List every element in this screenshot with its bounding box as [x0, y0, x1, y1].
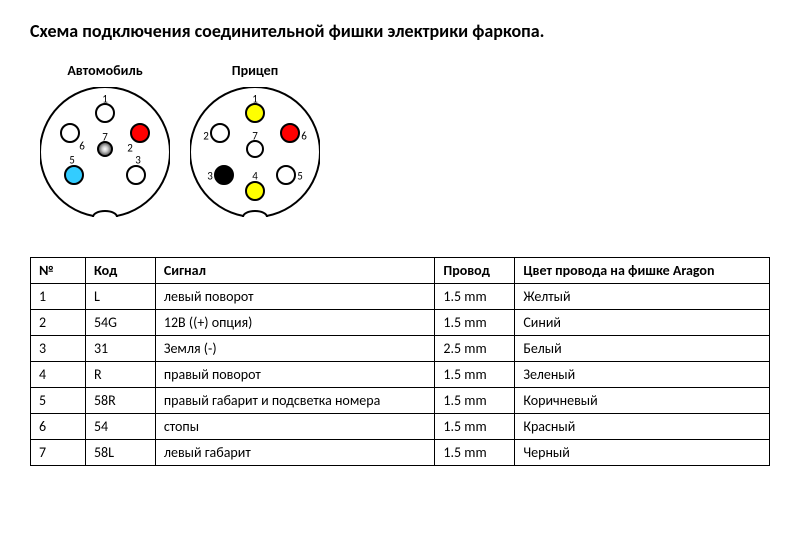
svg-text:2: 2 — [127, 142, 133, 155]
th-signal: Сигнал — [155, 258, 435, 284]
table-cell: Черный — [515, 440, 770, 466]
table-cell: 1.5 mm — [435, 362, 515, 388]
table-cell: 54 — [85, 414, 155, 440]
table-cell: левый поворот — [155, 284, 435, 310]
table-cell: 1.5 mm — [435, 440, 515, 466]
table-cell: 1.5 mm — [435, 388, 515, 414]
svg-text:7: 7 — [252, 130, 258, 143]
table-row: 558Rправый габарит и подсветка номера1.5… — [31, 388, 770, 414]
table-cell: 1.5 mm — [435, 414, 515, 440]
table-cell: 7 — [31, 440, 86, 466]
connector-trailer-svg: 1 2 6 3 5 4 7 — [190, 87, 320, 222]
table-cell: Белый — [515, 336, 770, 362]
th-color: Цвет провода на фишке Aragon — [515, 258, 770, 284]
connector-car-svg: 1 6 2 5 3 7 — [40, 87, 170, 222]
table-cell: 6 — [31, 414, 86, 440]
svg-text:6: 6 — [79, 140, 85, 153]
th-code: Код — [85, 258, 155, 284]
table-cell: Земля (-) — [155, 336, 435, 362]
table-cell: 58L — [85, 440, 155, 466]
table-cell: 54G — [85, 310, 155, 336]
wiring-table: № Код Сигнал Провод Цвет провода на фишк… — [30, 257, 770, 466]
svg-text:1: 1 — [102, 93, 108, 106]
table-row: 4Rправый поворот1.5 mmЗеленый — [31, 362, 770, 388]
svg-text:2: 2 — [203, 130, 209, 143]
table-cell: Красный — [515, 414, 770, 440]
table-cell: правый габарит и подсветка номера — [155, 388, 435, 414]
table-cell: 58R — [85, 388, 155, 414]
table-row: 331Земля (-)2.5 mmБелый — [31, 336, 770, 362]
svg-text:5: 5 — [69, 154, 75, 167]
svg-text:6: 6 — [301, 130, 307, 143]
table-cell: правый поворот — [155, 362, 435, 388]
table-cell: 5 — [31, 388, 86, 414]
table-row: 654стопы1.5 mmКрасный — [31, 414, 770, 440]
table-cell: 12В ((+) опция) — [155, 310, 435, 336]
table-cell: 3 — [31, 336, 86, 362]
svg-text:4: 4 — [252, 170, 258, 183]
table-cell: R — [85, 362, 155, 388]
table-cell: стопы — [155, 414, 435, 440]
table-cell: 1.5 mm — [435, 310, 515, 336]
table-row: 1Lлевый поворот1.5 mmЖелтый — [31, 284, 770, 310]
table-cell: 2 — [31, 310, 86, 336]
svg-text:3: 3 — [207, 170, 213, 183]
table-cell: 4 — [31, 362, 86, 388]
th-wire: Провод — [435, 258, 515, 284]
svg-text:1: 1 — [252, 93, 258, 106]
svg-text:5: 5 — [297, 170, 303, 183]
connector-car: Автомобиль 1 6 2 5 3 7 — [40, 62, 170, 227]
table-cell: Синий — [515, 310, 770, 336]
table-cell: Коричневый — [515, 388, 770, 414]
table-cell: левый габарит — [155, 440, 435, 466]
table-cell: 31 — [85, 336, 155, 362]
connector-trailer: Прицеп 1 2 6 3 5 4 7 — [190, 62, 320, 227]
page-title: Схема подключения соединительной фишки э… — [30, 20, 770, 42]
table-cell: 1.5 mm — [435, 284, 515, 310]
connectors-row: Автомобиль 1 6 2 5 3 7 Прицеп 1 2 6 3 5 4 7 — [40, 62, 770, 227]
table-body: 1Lлевый поворот1.5 mmЖелтый254G12В ((+) … — [31, 284, 770, 466]
table-cell: 1 — [31, 284, 86, 310]
th-num: № — [31, 258, 86, 284]
table-row: 254G12В ((+) опция)1.5 mmСиний — [31, 310, 770, 336]
table-cell: 2.5 mm — [435, 336, 515, 362]
table-cell: Желтый — [515, 284, 770, 310]
connector-car-label: Автомобиль — [40, 62, 170, 79]
table-header-row: № Код Сигнал Провод Цвет провода на фишк… — [31, 258, 770, 284]
table-cell: Зеленый — [515, 362, 770, 388]
table-row: 758Lлевый габарит1.5 mmЧерный — [31, 440, 770, 466]
connector-trailer-label: Прицеп — [190, 62, 320, 79]
svg-text:3: 3 — [135, 154, 141, 167]
table-cell: L — [85, 284, 155, 310]
svg-text:7: 7 — [102, 131, 108, 144]
